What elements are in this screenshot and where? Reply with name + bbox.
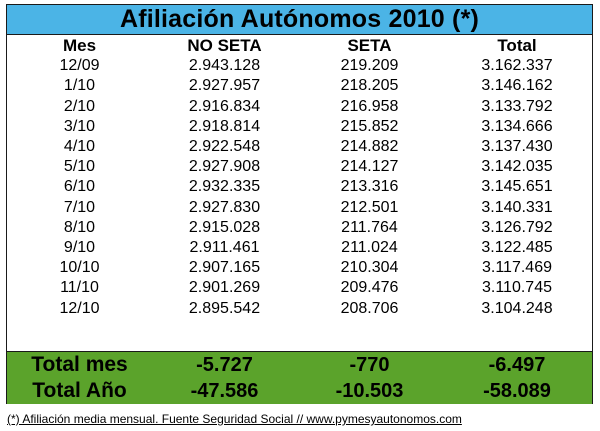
table-row-no-seta-cell: 2.915.028 bbox=[188, 218, 261, 236]
total-row-total-cell: -6.497 bbox=[488, 354, 546, 376]
table-row-seta-cell: 214.882 bbox=[340, 138, 399, 156]
data-table: Afiliación Autónomos 2010 (*) Mes NO SET… bbox=[6, 4, 593, 404]
table-row-seta-cell: 215.852 bbox=[340, 117, 399, 135]
table-row: 7/10 2.927.830 212.501 3.140.331 bbox=[7, 198, 592, 218]
table-row: 12/09 2.943.128 219.209 3.162.337 bbox=[7, 56, 592, 76]
table-row-seta-cell: 213.316 bbox=[340, 178, 399, 196]
table-row-seta-cell: 219.209 bbox=[340, 57, 399, 75]
table-row-total-cell: 3.162.337 bbox=[481, 57, 553, 75]
total-row-total-cell: -58.089 bbox=[483, 380, 551, 402]
header-seta: SETA bbox=[347, 36, 392, 56]
table-row-seta-cell: 212.501 bbox=[340, 198, 399, 216]
table-row-seta-cell: 214.127 bbox=[340, 158, 399, 176]
table-row: 1/10 2.927.957 218.205 3.146.162 bbox=[7, 76, 592, 96]
table-row: 3/10 2.918.814 215.852 3.134.666 bbox=[7, 117, 592, 137]
table-row-no-seta-cell: 2.922.548 bbox=[188, 138, 261, 156]
table-row-total-cell: 3.110.745 bbox=[482, 279, 552, 297]
total-row-seta-cell: -10.503 bbox=[335, 380, 404, 402]
totals-section: Total mes -5.727 -770 -6.497 Total Año -47.58… bbox=[7, 351, 592, 404]
table-row-month-cell: 4/10 bbox=[63, 138, 96, 156]
table-row-month-cell: 5/10 bbox=[63, 158, 96, 176]
table-row: 12/10 2.895.542 208.706 3.104.248 bbox=[7, 298, 592, 318]
table-row-total-cell: 3.146.162 bbox=[481, 77, 553, 95]
table-body: Mes NO SETA SETA Total 12/09 2.943.128 219… bbox=[7, 36, 592, 319]
table-row-total-cell: 3.122.485 bbox=[481, 238, 553, 256]
footnote: (*) Afiliación media mensual. Fuente Seg… bbox=[7, 412, 462, 426]
table-row-seta-cell: 209.476 bbox=[340, 279, 399, 297]
table-row-seta-cell: 211.024 bbox=[341, 238, 398, 256]
table-row-no-seta-cell: 2.911.461 bbox=[189, 238, 260, 256]
table-row-month-cell: 11/10 bbox=[60, 279, 99, 297]
table-row-total-cell: 3.126.792 bbox=[481, 218, 553, 236]
table-row-seta-cell: 208.706 bbox=[340, 299, 399, 317]
table-row: 10/10 2.907.165 210.304 3.117.469 bbox=[7, 258, 592, 278]
table-row: 2/10 2.916.834 216.958 3.133.792 bbox=[7, 97, 592, 117]
table-row-no-seta-cell: 2.927.908 bbox=[188, 158, 261, 176]
total-rows: Total mes -5.727 -770 -6.497 Total Año -47.58… bbox=[7, 352, 592, 404]
table-row-no-seta-cell: 2.916.834 bbox=[188, 97, 261, 115]
table-row-total-cell: 3.134.666 bbox=[481, 117, 553, 135]
total-row-seta-cell: -770 bbox=[349, 354, 390, 376]
table-row-month-cell: 7/10 bbox=[63, 198, 96, 216]
table-row-month-cell: 2/10 bbox=[63, 97, 96, 115]
header-total: Total bbox=[497, 36, 537, 56]
table-row-month-cell: 10/10 bbox=[59, 259, 100, 277]
table-row-total-cell: 3.117.469 bbox=[482, 259, 552, 277]
header-no-seta: NO SETA bbox=[187, 36, 262, 56]
table-row-no-seta-cell: 2.927.957 bbox=[188, 77, 261, 95]
table-row-seta-cell: 218.205 bbox=[340, 77, 399, 95]
table-row-no-seta-cell: 2.927.830 bbox=[188, 198, 261, 216]
table-row-seta-cell: 216.958 bbox=[340, 97, 399, 115]
data-rows: 12/09 2.943.128 219.209 3.162.337 1/10 2.927.… bbox=[7, 56, 592, 318]
table-title: Afiliación Autónomos 2010 (*) bbox=[119, 5, 480, 33]
table-row-total-cell: 3.145.651 bbox=[481, 178, 553, 196]
table-row-month-cell: 8/10 bbox=[63, 218, 96, 236]
total-row-no-seta-cell: -5.727 bbox=[196, 354, 253, 376]
table-row-no-seta-cell: 2.895.542 bbox=[188, 299, 261, 317]
table-row-total-cell: 3.104.248 bbox=[481, 299, 553, 317]
total-row: Total mes -5.727 -770 -6.497 bbox=[7, 352, 592, 378]
table-row-month-cell: 6/10 bbox=[63, 178, 96, 196]
table-row-no-seta-cell: 2.932.335 bbox=[188, 178, 261, 196]
table-row-no-seta-cell: 2.918.814 bbox=[188, 117, 261, 135]
table-row: 4/10 2.922.548 214.882 3.137.430 bbox=[7, 137, 592, 157]
table-row-total-cell: 3.142.035 bbox=[481, 158, 553, 176]
title-bar: Afiliación Autónomos 2010 (*) bbox=[7, 5, 592, 35]
table-row-month-cell: 3/10 bbox=[63, 117, 96, 135]
total-row-no-seta-cell: -47.586 bbox=[190, 380, 259, 402]
table-row-no-seta-cell: 2.943.128 bbox=[188, 57, 261, 75]
table-row-month-cell: 1/10 bbox=[63, 77, 96, 95]
table-row-seta-cell: 211.764 bbox=[341, 218, 398, 236]
table-row-month-cell: 12/09 bbox=[59, 57, 100, 75]
total-row-month-cell: Total Año bbox=[32, 379, 127, 402]
header-row: Mes NO SETA SETA Total bbox=[7, 36, 592, 56]
table-row: 9/10 2.911.461 211.024 3.122.485 bbox=[7, 238, 592, 258]
table-row: 6/10 2.932.335 213.316 3.145.651 bbox=[7, 177, 592, 197]
table-row-no-seta-cell: 2.907.165 bbox=[188, 259, 261, 277]
table-row: 8/10 2.915.028 211.764 3.126.792 bbox=[7, 218, 592, 238]
table-row-total-cell: 3.133.792 bbox=[481, 97, 553, 115]
total-row: Total Año -47.586 -10.503 -58.089 bbox=[7, 378, 592, 404]
table-row-seta-cell: 210.304 bbox=[340, 259, 399, 277]
table-row-total-cell: 3.140.331 bbox=[481, 198, 553, 216]
table-row-no-seta-cell: 2.901.269 bbox=[188, 279, 261, 297]
table-row: 5/10 2.927.908 214.127 3.142.035 bbox=[7, 157, 592, 177]
table-row: 11/10 2.901.269 209.476 3.110.745 bbox=[7, 278, 592, 298]
table-row-month-cell: 9/10 bbox=[63, 238, 96, 256]
total-row-month-cell: Total mes bbox=[31, 353, 128, 376]
table-row-month-cell: 12/10 bbox=[59, 299, 100, 317]
table-row-total-cell: 3.137.430 bbox=[481, 138, 553, 156]
header-mes: Mes bbox=[62, 36, 97, 56]
